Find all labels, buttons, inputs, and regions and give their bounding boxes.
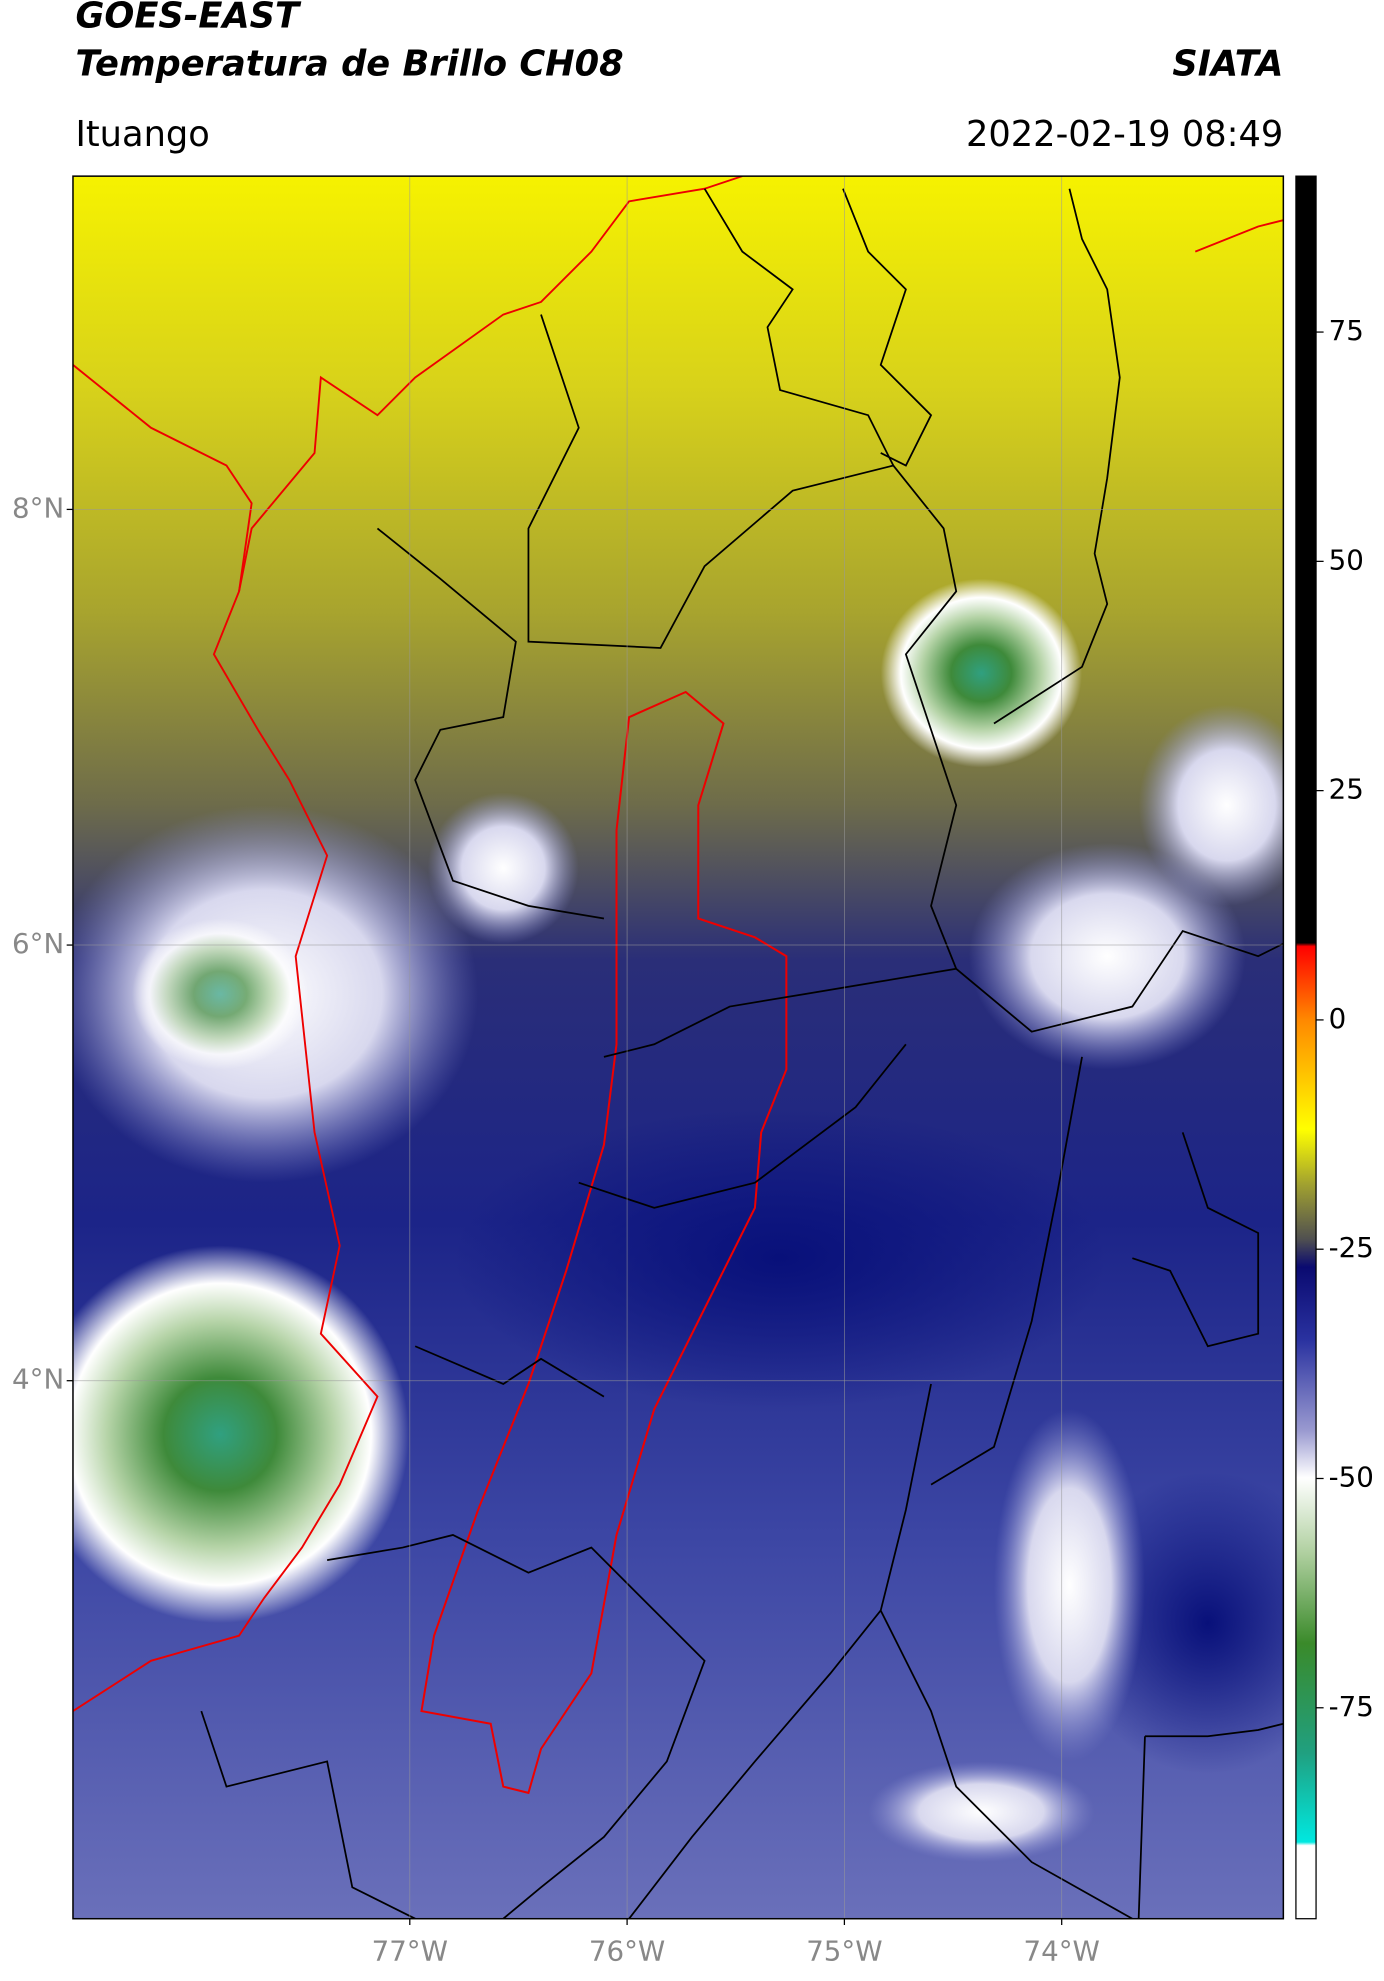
lon-tick-label: 75°W bbox=[806, 1935, 882, 1968]
colorbar-tick-label: -25 bbox=[1329, 1231, 1374, 1264]
datetime: 2022-02-19 08:49 bbox=[966, 114, 1283, 155]
lat-tick-label: 4°N bbox=[12, 1363, 64, 1396]
colorbar-tick-label: 0 bbox=[1329, 1002, 1347, 1035]
colorbar-tick-label: -75 bbox=[1329, 1690, 1374, 1723]
map-frame bbox=[72, 175, 1285, 1920]
lat-tick-label: 8°N bbox=[12, 491, 64, 524]
colorbar-tick-label: 50 bbox=[1329, 543, 1364, 576]
colorbar-tick-label: -50 bbox=[1329, 1460, 1374, 1493]
colorbar-tick-label: 25 bbox=[1329, 773, 1364, 806]
colorbar bbox=[1295, 175, 1317, 1920]
colorbar-tick-label: 75 bbox=[1329, 314, 1364, 347]
satellite-image bbox=[72, 176, 1284, 1919]
graticule: 8°N 6°N 4°N 77°W 76°W 75°W 74°W bbox=[12, 176, 1284, 1968]
title: GOES-EAST bbox=[75, 0, 302, 37]
lat-tick-label: 6°N bbox=[12, 927, 64, 960]
lon-tick-label: 76°W bbox=[589, 1935, 665, 1968]
lon-tick-label: 77°W bbox=[372, 1935, 448, 1968]
location: Ituango bbox=[75, 114, 209, 155]
colorbar-ticks: -75 -50 -25 0 25 50 75 bbox=[1316, 314, 1374, 1723]
subtitle: Temperatura de Brillo CH08 bbox=[75, 43, 623, 84]
lon-tick-label: 74°W bbox=[1024, 1935, 1100, 1968]
source: SIATA bbox=[1172, 43, 1283, 84]
